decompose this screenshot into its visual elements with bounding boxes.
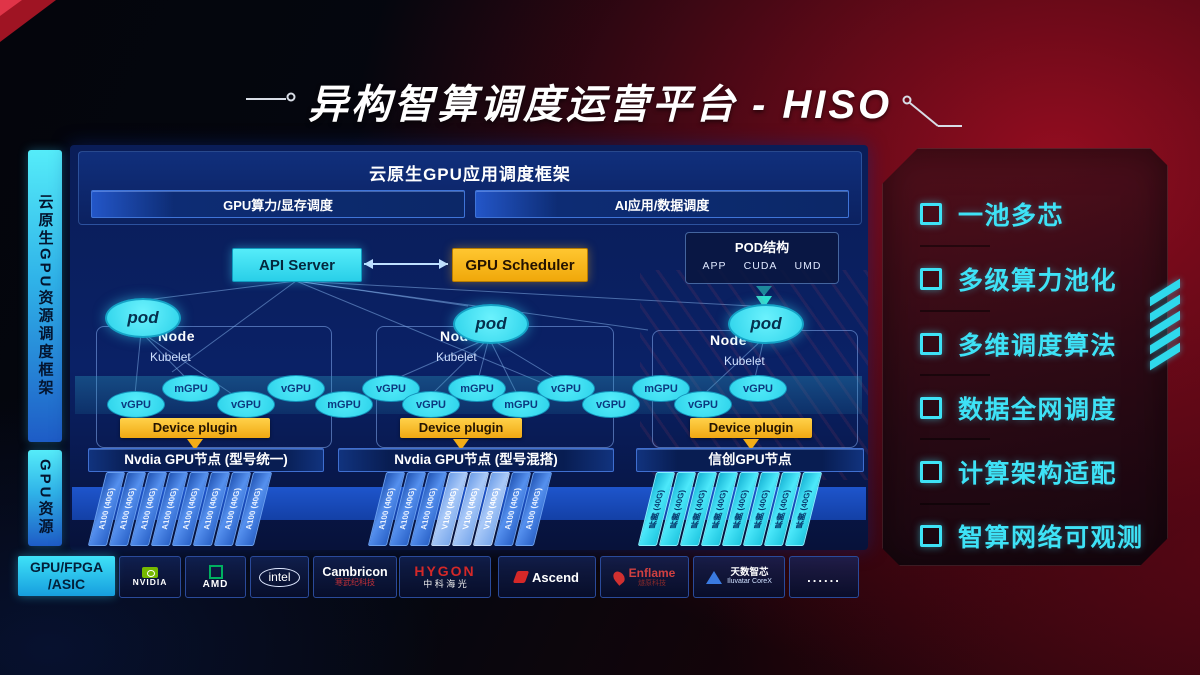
gpu-scheduler-box: GPU Scheduler [452,248,588,282]
feature-item: 多维调度算法 [920,326,1117,362]
node-3-kubelet: Kubelet [724,354,765,368]
app-framework-title: 云原生GPU应用调度框架 [369,165,571,184]
device-plugin-arrow-icon [453,439,469,450]
gpu-node-header-3: 信创GPU节点 [636,448,864,472]
enflame-logo-icon [610,568,627,586]
device-plugin-3: Device plugin [690,418,812,438]
device-plugin-arrow-icon [743,439,759,450]
mgpu-ellipse: mGPU [315,391,373,418]
square-bullet-icon [920,525,942,547]
square-bullet-icon [920,268,942,290]
vgpu-ellipse: vGPU [537,375,595,402]
nvidia-logo-icon [142,566,158,578]
vendor-nvidia: NVIDIA [119,556,181,598]
ascend-logo-icon [512,571,530,583]
pod-layer-cuda: CUDA [743,260,778,272]
gpu-compute-scheduling-bar: GPU算力/显存调度 [91,190,465,218]
vendor-cambricon: Cambricon 寒武纪科技 [313,556,397,598]
pod-ellipse-2: pod [453,304,529,344]
vgpu-ellipse: vGPU [217,391,275,418]
vendor-intel: intel [250,556,309,598]
ai-data-scheduling-bar: AI应用/数据调度 [475,190,849,218]
app-scheduling-framework: 云原生GPU应用调度框架 GPU算力/显存调度 AI应用/数据调度 [78,151,862,225]
vendor-hygon: HYGON 中 科 海 光 [399,556,491,598]
vgpu-ellipse: vGPU [267,375,325,402]
sidebar-framework-label: 云原生GPU资源调度框架 [28,150,62,442]
vgpu-ellipse: vGPU [729,375,787,402]
feature-item: 一池多芯 [920,196,1064,232]
gpu-node-header-1: Nvdia GPU节点 (型号统一) [88,448,324,472]
pod-ellipse-1: pod [105,298,181,338]
feature-item: 数据全网调度 [920,390,1117,426]
api-server-box: API Server [232,248,362,282]
feature-item: 计算架构适配 [920,454,1117,490]
sidebar-gpu-resource-label: GPU资源 [28,450,62,546]
vendor-more: ...... [789,556,859,598]
node-box-1 [96,326,332,448]
pod-structure-box: POD结构 APP CUDA UMD [685,232,839,284]
gpu-node-header-2: Nvdia GPU节点 (型号混搭) [338,448,614,472]
hazard-stripes-icon [1150,278,1180,371]
vgpu-ellipse: vGPU [107,391,165,418]
vgpu-ellipse: vGPU [582,391,640,418]
pod-structure-title: POD结构 [734,240,790,255]
pod-ellipse-3: pod [728,304,804,344]
square-bullet-icon [920,203,942,225]
feature-panel [882,148,1168,566]
pod-layer-umd: UMD [794,260,822,272]
square-bullet-icon [920,333,942,355]
mgpu-ellipse: mGPU [162,375,220,402]
intel-logo-icon: intel [259,567,300,587]
device-plugin-1: Device plugin [120,418,270,438]
vendor-iluvatar: 天数智芯 Iluvatar CoreX [693,556,785,598]
square-bullet-icon [920,397,942,419]
vgpu-ellipse: vGPU [402,391,460,418]
page-title: 异构智算调度运营平台 - HISO [307,83,893,127]
amd-logo-icon [208,564,223,579]
vendor-ascend: Ascend [498,556,596,598]
vendor-enflame: Enflame 燧原科技 [600,556,689,598]
node-1-kubelet: Kubelet [150,350,191,364]
vendor-amd: AMD [185,556,246,598]
iluvatar-logo-icon [706,570,723,584]
node-2-kubelet: Kubelet [436,350,477,364]
square-bullet-icon [920,461,942,483]
pod-layer-app: APP [702,260,727,272]
hardware-category-box: GPU/FPGA /ASIC [18,556,115,596]
device-plugin-2: Device plugin [400,418,522,438]
feature-item: 智算网络可观测 [920,518,1144,554]
feature-item: 多级算力池化 [920,261,1117,297]
device-plugin-arrow-icon [187,439,203,450]
vgpu-ellipse: vGPU [674,391,732,418]
